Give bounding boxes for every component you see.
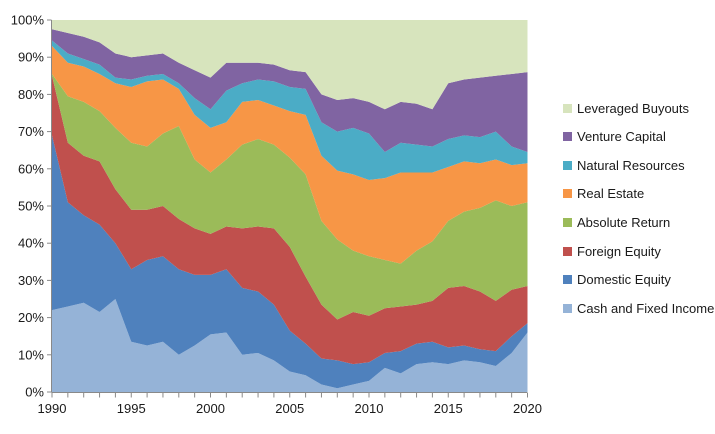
legend-swatch-icon xyxy=(563,303,572,313)
legend-label: Leveraged Buyouts xyxy=(577,100,690,116)
area-series-natural-resources xyxy=(52,40,528,180)
x-axis-label: 2015 xyxy=(434,401,463,416)
x-axis-label: 2020 xyxy=(513,401,542,416)
y-axis-label: 80% xyxy=(18,87,44,102)
legend-item: Cash and Fixed Income xyxy=(563,299,714,317)
x-axis-label: 1995 xyxy=(117,401,146,416)
legend-label: Domestic Equity xyxy=(577,272,671,288)
x-axis-label: 1990 xyxy=(38,401,67,416)
legend-swatch-icon xyxy=(563,132,572,142)
legend-swatch-icon xyxy=(563,217,572,227)
x-axis-label: 2005 xyxy=(275,401,304,416)
area-series-leveraged-buyouts xyxy=(52,20,528,110)
legend-item: Absolute Return xyxy=(563,213,670,231)
legend-label: Absolute Return xyxy=(577,214,671,230)
legend-swatch-icon xyxy=(563,275,572,285)
area-series-foreign-equity xyxy=(52,75,528,365)
legend-label: Venture Capital xyxy=(577,129,666,145)
area-series-venture-capital xyxy=(52,29,528,153)
area-series-absolute-return xyxy=(52,73,528,320)
legend-item: Venture Capital xyxy=(563,128,666,146)
y-axis-label: 20% xyxy=(18,310,44,325)
legend-swatch-icon xyxy=(563,103,572,113)
y-axis-label: 0% xyxy=(25,385,44,400)
y-axis-label: 50% xyxy=(18,199,44,214)
area-series-real-estate xyxy=(52,46,528,264)
legend-label: Foreign Equity xyxy=(577,243,661,259)
y-axis-label: 90% xyxy=(18,50,44,65)
y-axis-label: 30% xyxy=(18,273,44,288)
legend-swatch-icon xyxy=(563,246,572,256)
legend-label: Natural Resources xyxy=(577,157,685,173)
legend-label: Real Estate xyxy=(577,186,645,202)
legend-item: Real Estate xyxy=(563,185,644,203)
legend-label: Cash and Fixed Income xyxy=(577,300,715,316)
x-axis-label: 2000 xyxy=(196,401,225,416)
legend-item: Domestic Equity xyxy=(563,271,671,289)
y-axis-label: 100% xyxy=(11,13,45,28)
area-series-domestic-equity xyxy=(52,135,528,389)
legend-item: Foreign Equity xyxy=(563,242,661,260)
x-axis-label: 2010 xyxy=(355,401,384,416)
y-axis-label: 40% xyxy=(18,236,44,251)
legend-item: Natural Resources xyxy=(563,156,685,174)
y-axis-label: 10% xyxy=(18,347,44,362)
legend-item: Leveraged Buyouts xyxy=(563,99,689,117)
y-axis-label: 60% xyxy=(18,161,44,176)
y-axis-label: 70% xyxy=(18,124,44,139)
legend-swatch-icon xyxy=(563,160,572,170)
legend-swatch-icon xyxy=(563,189,572,199)
